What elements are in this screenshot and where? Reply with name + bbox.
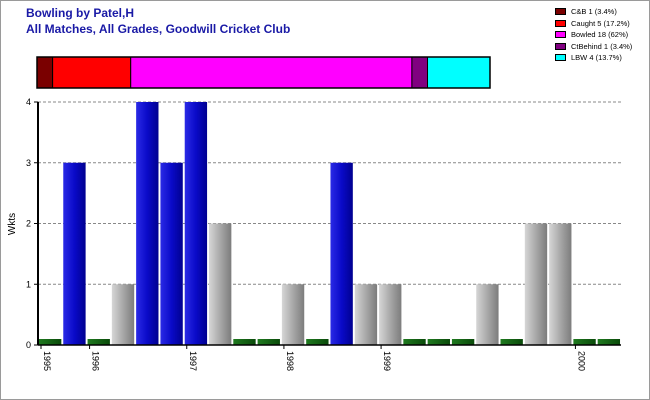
legend-item-lbw: LBW 4 (13.7%) — [555, 52, 649, 64]
strip-segment-caught — [52, 56, 132, 89]
x-tick-label: 1996 — [91, 351, 101, 371]
legend-item-caught: Caught 5 (17.2%) — [555, 18, 649, 30]
chart-title: Bowling by Patel,H — [26, 6, 135, 20]
legend-item-bowled: Bowled 18 (62%) — [555, 29, 649, 41]
dismissal-strip — [36, 56, 491, 89]
bar — [306, 339, 329, 345]
x-tick-label: 1999 — [382, 351, 392, 371]
x-tick-label: 1997 — [188, 351, 198, 371]
bar — [403, 339, 426, 345]
strip-segment-lbw — [427, 56, 491, 89]
bar — [38, 339, 62, 345]
bar — [379, 284, 402, 345]
bar — [160, 162, 183, 345]
legend-item-cb: C&B 1 (3.4%) — [555, 6, 649, 18]
legend-label: Bowled 18 (62%) — [571, 30, 629, 40]
bar — [281, 284, 305, 345]
strip-segment-ctbehind — [411, 56, 429, 89]
legend-item-ctbehind: CtBehind 1 (3.4%) — [555, 41, 649, 53]
bar — [500, 339, 523, 345]
bar — [233, 339, 256, 345]
bar — [209, 223, 232, 345]
bar — [111, 284, 135, 345]
bar — [184, 102, 208, 345]
bar — [476, 284, 499, 345]
strip-segment-bowled — [130, 56, 413, 89]
axes: 0 1 2 3 4 1995 1996 1997 1998 1999 2000 — [26, 97, 621, 371]
bar — [597, 339, 621, 345]
bar — [136, 102, 159, 345]
gridlines — [38, 101, 621, 285]
bar — [427, 339, 450, 345]
legend-label: CtBehind 1 (3.4%) — [571, 41, 633, 51]
bar — [257, 339, 280, 345]
y-tick-label: 4 — [26, 97, 31, 107]
bar — [524, 223, 548, 345]
strip-border — [36, 56, 491, 89]
bar — [549, 223, 572, 345]
y-tick-label: 3 — [26, 158, 31, 168]
bars — [38, 102, 621, 345]
legend-label: Caught 5 (17.2%) — [571, 18, 630, 28]
bar — [330, 162, 353, 345]
legend: C&B 1 (3.4%) Caught 5 (17.2%) Bowled 18 … — [555, 6, 649, 64]
legend-swatch — [555, 54, 566, 62]
bar — [354, 284, 378, 345]
y-tick-label: 2 — [26, 219, 31, 229]
x-tick-label: 1995 — [42, 351, 52, 371]
y-tick-label: 1 — [26, 279, 31, 289]
chart-subtitle: All Matches, All Grades, Goodwill Cricke… — [26, 22, 291, 36]
bar — [87, 339, 110, 345]
legend-label: C&B 1 (3.4%) — [571, 7, 617, 17]
bar — [573, 339, 596, 345]
x-tick-label: 1998 — [285, 351, 295, 371]
legend-swatch — [555, 42, 566, 50]
x-tick-label: 2000 — [576, 351, 586, 371]
bar — [451, 339, 475, 345]
y-tick-label: 0 — [26, 340, 31, 350]
legend-swatch — [555, 19, 566, 27]
strip-segment-c&b — [36, 56, 54, 89]
y-axis-title: Wkts — [7, 213, 18, 235]
legend-swatch — [555, 8, 566, 16]
legend-label: LBW 4 (13.7%) — [571, 53, 622, 63]
bar — [63, 162, 86, 345]
legend-swatch — [555, 31, 566, 39]
